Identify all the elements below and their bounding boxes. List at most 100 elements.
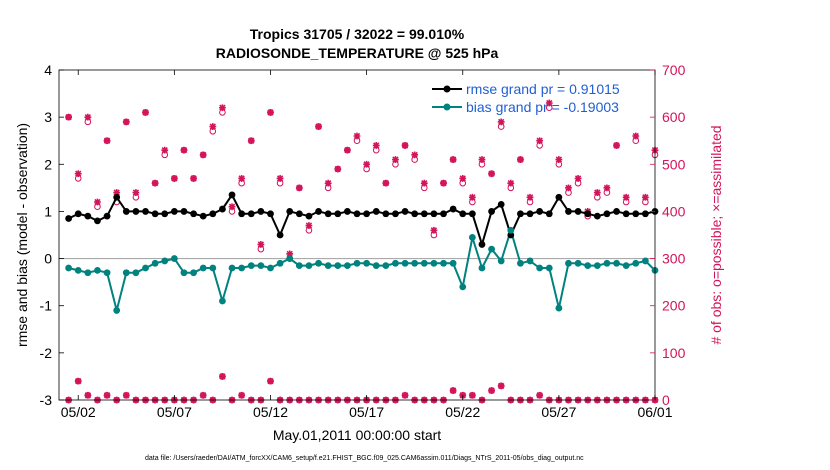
obs-assimilated-point <box>497 118 505 126</box>
rmse-point <box>113 193 121 201</box>
obs-low-assimilated-point <box>74 377 82 385</box>
bias-point <box>74 266 82 274</box>
rmse-point <box>257 208 265 215</box>
bias-point <box>84 269 92 277</box>
rmse-point <box>132 208 140 215</box>
obs-low-assimilated-point <box>497 382 505 390</box>
y-right-tick-label: 100 <box>662 345 686 361</box>
rmse-point <box>536 208 544 215</box>
rmse-point <box>247 210 255 218</box>
rmse-point <box>401 208 409 215</box>
x-axis-label: May.01,2011 00:00:00 start <box>273 427 441 443</box>
obs-assimilated-point <box>488 170 495 178</box>
obs-assimilated-point <box>228 203 236 211</box>
obs-low-assimilated-point <box>401 391 409 399</box>
rmse-point <box>219 205 226 213</box>
rmse-point <box>382 210 390 218</box>
rmse-point <box>593 212 601 220</box>
obs-assimilated-point <box>565 184 572 192</box>
obs-assimilated-point <box>372 142 380 149</box>
obs-assimilated-point <box>324 179 332 187</box>
rmse-point <box>74 210 82 218</box>
rmse-point <box>276 231 284 239</box>
obs-assimilated-point <box>113 189 121 196</box>
bias-point <box>170 255 178 262</box>
obs-assimilated-point <box>545 99 553 107</box>
y-right-tick-label: 700 <box>662 62 686 78</box>
obs-assimilated-point <box>161 146 169 154</box>
obs-low-assimilated-point <box>199 391 207 399</box>
obs-low-assimilated-point <box>468 391 476 399</box>
bias-point <box>536 264 544 272</box>
obs-assimilated-point <box>267 109 274 116</box>
rmse-point <box>161 210 169 218</box>
bias-point <box>526 257 534 265</box>
obs-assimilated-point <box>603 184 611 192</box>
x-tick-label: 05/27 <box>541 404 576 420</box>
bias-point <box>276 259 284 267</box>
obs-assimilated-point <box>199 151 207 159</box>
obs-assimilated-point <box>219 104 226 112</box>
rmse-point <box>286 208 294 215</box>
series-markers <box>65 191 659 314</box>
rmse-point <box>65 215 73 222</box>
bias-point <box>180 269 188 277</box>
obs-assimilated-point <box>613 142 620 149</box>
bias-point <box>315 259 322 267</box>
bias-point <box>257 262 265 270</box>
rmse-point <box>84 212 92 220</box>
bias-point <box>372 262 380 270</box>
obs-assimilated-point <box>151 179 159 187</box>
obs-assimilated-point <box>122 118 130 126</box>
obs-assimilated-point <box>94 198 101 206</box>
x-tick-label: 05/12 <box>253 404 288 420</box>
obs-low-assimilated-point <box>103 391 111 399</box>
obs-assimilated-point <box>170 175 178 182</box>
obs-assimilated-point <box>209 123 217 130</box>
rmse-point <box>430 210 438 218</box>
rmse-point <box>267 210 274 218</box>
obs-assimilated-point <box>507 179 515 187</box>
y-axis-left: -3 -2 -1 0 1 2 3 4 <box>40 62 64 408</box>
rmse-point <box>372 208 380 215</box>
bias-point <box>228 264 236 272</box>
obs-assimilated-point <box>536 137 544 145</box>
bias-point <box>267 264 274 272</box>
obs-low-assimilated-point <box>449 387 457 394</box>
obs-assimilated-point <box>574 175 582 182</box>
x-tick-label: 05/07 <box>157 404 192 420</box>
bias-point <box>199 264 207 272</box>
obs-low-assimilated-point <box>536 391 544 399</box>
rmse-point <box>641 210 649 218</box>
bias-point <box>478 264 486 272</box>
bias-point <box>392 259 399 267</box>
y-right-tick-label: 0 <box>662 392 670 408</box>
x-axis: 05/02 05/07 05/12 05/17 05/22 05/27 06/01 <box>61 70 673 420</box>
y-left-tick-label: 0 <box>44 251 52 267</box>
obs-assimilated-point <box>526 193 534 201</box>
legend-rmse-marker <box>443 85 451 93</box>
rmse-point <box>440 210 447 218</box>
bias-point <box>247 262 255 270</box>
rmse-point <box>565 208 572 215</box>
rmse-point <box>122 208 130 215</box>
rmse-point <box>103 212 111 220</box>
x-tick-label: 05/22 <box>445 404 480 420</box>
y-axis-label-right: # of obs: o=possible; ×=assimilated <box>708 125 724 344</box>
obs-assimilated-point <box>276 175 284 182</box>
bias-point <box>324 262 332 270</box>
x-tick-label: 06/01 <box>637 404 672 420</box>
bias-point <box>459 283 467 291</box>
bias-point <box>401 259 409 267</box>
rmse-point <box>613 208 620 215</box>
rmse-point <box>228 191 236 199</box>
y-left-tick-label: 4 <box>44 62 52 78</box>
bias-point <box>122 269 130 277</box>
obs-assimilated-point <box>190 175 197 182</box>
rmse-point <box>315 208 322 215</box>
obs-assimilated-point <box>517 156 524 163</box>
rmse-point <box>545 210 553 218</box>
obs-assimilated-point <box>142 109 149 116</box>
obs-low-assimilated-point <box>219 373 226 380</box>
bias-point <box>507 226 515 234</box>
